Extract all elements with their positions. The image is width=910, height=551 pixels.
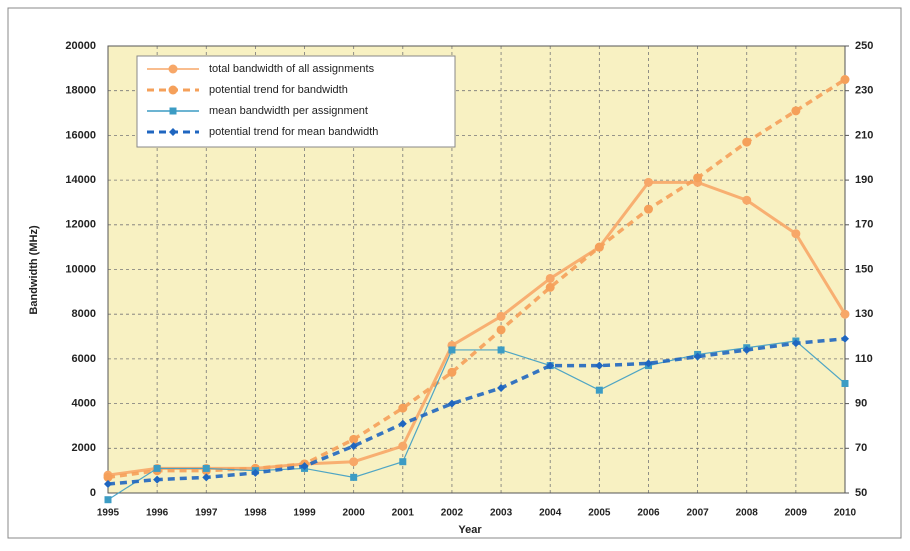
y-tick-label: 14000 <box>65 174 96 186</box>
legend-marker <box>168 64 178 74</box>
y2-tick-label: 150 <box>855 263 873 275</box>
point <box>202 464 210 472</box>
point <box>595 386 603 394</box>
point <box>841 334 849 343</box>
x-tick-label: 2006 <box>637 508 660 519</box>
x-tick-label: 2003 <box>490 508 513 519</box>
legend-marker <box>169 128 177 136</box>
legend-label: mean bandwidth per assignment <box>209 105 368 117</box>
x-tick-label: 2009 <box>785 508 808 519</box>
point <box>398 403 408 413</box>
point <box>840 75 850 85</box>
point <box>545 282 555 292</box>
point <box>791 106 801 116</box>
y-tick-label: 4000 <box>72 398 96 410</box>
point <box>300 462 309 471</box>
y-tick-label: 0 <box>90 487 96 499</box>
legend-label: potential trend for bandwidth <box>209 84 348 96</box>
point <box>496 325 506 335</box>
point <box>742 345 751 354</box>
legend-marker <box>168 85 178 95</box>
x-tick-label: 1998 <box>244 508 267 519</box>
point <box>545 273 555 283</box>
x-tick-label: 1995 <box>97 508 120 519</box>
point <box>595 361 604 370</box>
legend-label: potential trend for mean bandwidth <box>209 126 378 138</box>
point <box>496 311 506 321</box>
x-tick-label: 2000 <box>343 508 366 519</box>
x-tick-label: 2007 <box>686 508 709 519</box>
x-tick-label: 1999 <box>293 508 316 519</box>
point <box>349 434 359 444</box>
y2-tick-label: 70 <box>855 442 867 454</box>
point <box>202 473 211 482</box>
y2-tick-label: 130 <box>855 308 873 320</box>
series-line <box>107 337 846 486</box>
series-line <box>107 340 846 501</box>
y2-tick-label: 190 <box>855 174 873 186</box>
point <box>742 137 752 147</box>
point <box>349 457 359 467</box>
y-axis-label: Bandwidth (MHz) <box>28 225 40 315</box>
point <box>153 475 162 484</box>
point <box>398 419 407 428</box>
legend-marker <box>169 107 177 115</box>
x-tick-label: 1997 <box>195 508 218 519</box>
point <box>497 383 506 392</box>
y-tick-label: 18000 <box>65 85 96 97</box>
point <box>693 173 703 183</box>
point <box>103 472 113 482</box>
point <box>349 442 358 451</box>
x-tick-label: 2004 <box>539 508 562 519</box>
legend-label: total bandwidth of all assignments <box>209 63 375 75</box>
point <box>546 361 555 370</box>
y-tick-label: 8000 <box>72 308 96 320</box>
point <box>840 309 850 319</box>
point <box>644 359 653 368</box>
point <box>104 496 112 504</box>
x-tick-label: 2002 <box>441 508 464 519</box>
point <box>497 346 505 354</box>
point <box>791 339 800 348</box>
point <box>448 346 456 354</box>
point <box>399 458 407 466</box>
y2-tick-label: 110 <box>855 353 873 365</box>
point <box>104 480 112 489</box>
point <box>791 229 801 239</box>
x-tick-label: 2010 <box>834 508 857 519</box>
y-tick-label: 10000 <box>65 263 96 275</box>
y-tick-label: 16000 <box>65 129 96 141</box>
point <box>643 204 653 214</box>
point <box>153 464 161 472</box>
point <box>447 399 456 408</box>
point <box>398 441 408 451</box>
y2-tick-label: 90 <box>855 398 867 410</box>
point <box>693 352 702 361</box>
y-tick-label: 20000 <box>65 40 96 52</box>
y2-tick-label: 250 <box>855 40 873 52</box>
y2-tick-label: 230 <box>855 85 873 97</box>
point <box>841 379 849 387</box>
point <box>447 367 457 377</box>
y-tick-label: 12000 <box>65 219 96 231</box>
x-tick-label: 1996 <box>146 508 169 519</box>
point <box>350 473 358 481</box>
x-tick-label: 2008 <box>736 508 759 519</box>
y2-tick-label: 210 <box>855 129 873 141</box>
y2-tick-label: 50 <box>855 487 867 499</box>
y2-tick-label: 170 <box>855 219 873 231</box>
x-tick-label: 2005 <box>588 508 611 519</box>
point <box>251 468 260 477</box>
y-tick-label: 6000 <box>72 353 96 365</box>
point <box>742 195 752 205</box>
y-tick-label: 2000 <box>72 442 96 454</box>
plot-border <box>107 45 846 494</box>
x-tick-label: 2001 <box>392 508 415 519</box>
x-axis-label: Year <box>458 524 482 536</box>
point <box>594 242 604 252</box>
point <box>643 177 653 187</box>
